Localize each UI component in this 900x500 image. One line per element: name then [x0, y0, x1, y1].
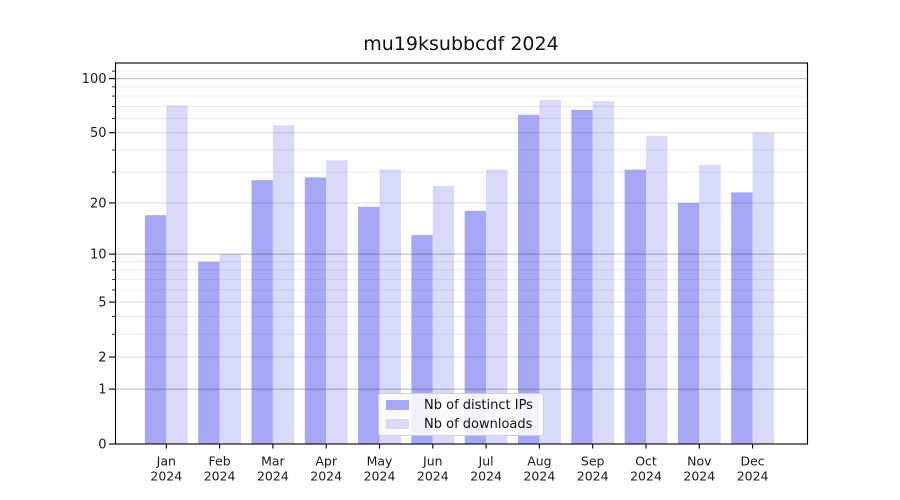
x-tick-label-month-aug: Aug [527, 454, 551, 469]
y-tick-label-20: 20 [90, 196, 107, 211]
bar-feb-downloads [219, 254, 241, 444]
y-tick-label-5: 5 [98, 296, 106, 311]
x-tick-label-month-apr: Apr [315, 454, 337, 469]
x-tick-label-month-jun: Jun [422, 454, 443, 469]
y-tick-label-50: 50 [90, 126, 107, 141]
x-tick-label-month-may: May [367, 454, 393, 469]
x-tick-label-year-oct: 2024 [630, 469, 662, 484]
y-tick-label-10: 10 [90, 248, 107, 263]
x-tick-label-year-mar: 2024 [257, 469, 289, 484]
bar-jun-distinct-ips [411, 235, 433, 444]
bar-sep-distinct-ips [571, 109, 593, 445]
x-tick-label-year-feb: 2024 [204, 469, 236, 484]
bar-nov-downloads [699, 164, 721, 445]
bar-oct-distinct-ips [624, 169, 646, 444]
bar-jul-downloads [486, 169, 508, 444]
bar-feb-distinct-ips [198, 261, 220, 444]
x-tick-label-year-jul: 2024 [470, 469, 502, 484]
x-tick-label-month-mar: Mar [261, 454, 285, 469]
x-tick-label-month-feb: Feb [209, 454, 231, 469]
x-tick-label-month-jan: Jan [156, 454, 176, 469]
y-tick-label-0: 0 [98, 438, 106, 453]
bar-aug-distinct-ips [518, 114, 540, 444]
x-tick-label-month-sep: Sep [581, 454, 605, 469]
plot-border [114, 62, 809, 445]
bar-may-downloads [379, 169, 401, 444]
bar-apr-distinct-ips [304, 177, 327, 444]
bar-mar-downloads [272, 125, 295, 445]
legend-item-downloads: Nb of downloads [386, 416, 543, 432]
bar-aug-downloads [539, 100, 561, 445]
bar-nov-distinct-ips [677, 202, 700, 444]
bar-jan-downloads [166, 105, 188, 444]
legend-label-downloads: Nb of downloads [424, 416, 533, 432]
x-tick-label-year-dec: 2024 [737, 469, 769, 484]
x-tick-label-year-jan: 2024 [150, 469, 182, 484]
bar-mar-distinct-ips [251, 180, 273, 444]
x-tick-label-month-nov: Nov [687, 454, 712, 469]
legend-label-distinct-ips: Nb of distinct IPs [424, 397, 533, 413]
bar-jan-distinct-ips [144, 215, 167, 444]
x-tick-label-month-jul: Jul [478, 454, 494, 469]
x-tick-label-year-apr: 2024 [310, 469, 342, 484]
bar-oct-downloads [646, 135, 668, 444]
legend: Nb of distinct IPs Nb of downloads [378, 393, 544, 436]
bar-may-distinct-ips [358, 206, 380, 444]
bar-dec-distinct-ips [731, 192, 753, 444]
chart-title: mu19ksubbcdf 2024 [363, 33, 559, 55]
x-tick-label-year-may: 2024 [364, 469, 396, 484]
y-tick-label-1: 1 [98, 383, 106, 398]
x-tick-label-month-oct: Oct [635, 454, 657, 469]
legend-swatch-downloads [386, 418, 409, 430]
legend-item-distinct-ips: Nb of distinct IPs [386, 397, 543, 413]
x-tick-label-year-sep: 2024 [577, 469, 609, 484]
bar-apr-downloads [326, 160, 348, 444]
x-tick-label-year-jun: 2024 [417, 469, 449, 484]
bar-dec-downloads [752, 132, 774, 444]
y-tick-label-100: 100 [82, 72, 107, 87]
legend-swatch-distinct-ips [386, 399, 409, 411]
bar-sep-downloads [592, 101, 615, 445]
bar-jul-distinct-ips [464, 210, 487, 444]
x-tick-label-year-nov: 2024 [683, 469, 715, 484]
bar-jun-downloads [432, 186, 455, 444]
x-tick-label-month-dec: Dec [740, 454, 764, 469]
x-tick-label-year-aug: 2024 [523, 469, 555, 484]
y-tick-label-2: 2 [98, 351, 106, 366]
